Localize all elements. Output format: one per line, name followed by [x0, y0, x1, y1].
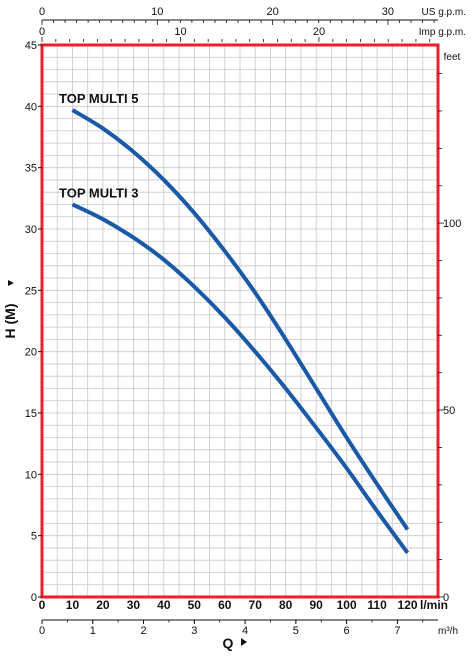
axes [38, 19, 444, 624]
y-tick-label: 35 [25, 163, 37, 175]
series-label-top-multi-3: TOP MULTI 3 [59, 185, 138, 200]
x-tick-label: 70 [249, 598, 263, 612]
y-axis-title: H (M) [2, 304, 18, 339]
x-unit-label: l/min [420, 598, 448, 612]
feet-tick-label: 0 [443, 592, 449, 604]
x-tick-label: 40 [157, 598, 171, 612]
x-tick-label: 50 [188, 598, 202, 612]
x-tick-label: 120 [398, 598, 418, 612]
series-line-top-multi-5 [71, 108, 410, 531]
x-tick-label: 0 [39, 598, 46, 612]
imp-gpm-tick-label: 10 [174, 26, 186, 38]
m3h-unit-label: m³/h [438, 626, 458, 637]
feet-tick-label: 100 [443, 218, 461, 230]
x-axis-arrow [241, 638, 247, 646]
x-tick-label: 90 [309, 598, 323, 612]
m3h-tick-label: 7 [394, 625, 400, 637]
m3h-tick-label: 4 [242, 625, 248, 637]
x-tick-label: 20 [96, 598, 110, 612]
us-gpm-tick-label: 0 [39, 6, 45, 18]
m3h-tick-label: 1 [90, 625, 96, 637]
us-gpm-tick-label: 10 [151, 6, 163, 18]
y-tick-label: 25 [25, 285, 37, 297]
y-tick-label: 45 [25, 40, 37, 52]
m3h-tick-label: 2 [140, 625, 146, 637]
series-lines [71, 108, 410, 555]
imp-gpm-tick-label: 0 [39, 26, 45, 38]
us-gpm-unit-label: US g.p.m. [422, 7, 466, 18]
x-tick-label: 110 [367, 598, 387, 612]
m3h-tick-label: 6 [344, 625, 350, 637]
y-axis-arrow [8, 280, 14, 286]
m3h-tick-label: 3 [191, 625, 197, 637]
series-line-top-multi-3 [71, 202, 410, 555]
imp-gpm-tick-label: 20 [313, 26, 325, 38]
y-tick-label: 20 [25, 347, 37, 359]
y-tick-label: 10 [25, 469, 37, 481]
m3h-tick-label: 0 [39, 625, 45, 637]
feet-unit-label: feet [444, 52, 461, 63]
y-tick-label: 15 [25, 408, 37, 420]
m3h-tick-label: 5 [293, 625, 299, 637]
y-tick-label: 0 [31, 592, 37, 604]
y-tick-label: 30 [25, 224, 37, 236]
x-tick-label: 60 [218, 598, 232, 612]
feet-tick-label: 50 [443, 405, 455, 417]
x-tick-label: 30 [127, 598, 141, 612]
x-axis-title: Q [223, 635, 234, 651]
y-tick-label: 5 [31, 531, 37, 543]
us-gpm-tick-label: 20 [266, 6, 278, 18]
x-tick-label: 100 [337, 598, 357, 612]
series-label-top-multi-5: TOP MULTI 5 [59, 91, 138, 106]
y-tick-label: 40 [25, 101, 37, 113]
x-tick-label: 10 [66, 598, 80, 612]
plot-frame [40, 43, 440, 599]
x-tick-label: 80 [279, 598, 293, 612]
imp-gpm-unit-label: Imp g.p.m. [419, 27, 466, 38]
us-gpm-tick-label: 30 [382, 6, 394, 18]
